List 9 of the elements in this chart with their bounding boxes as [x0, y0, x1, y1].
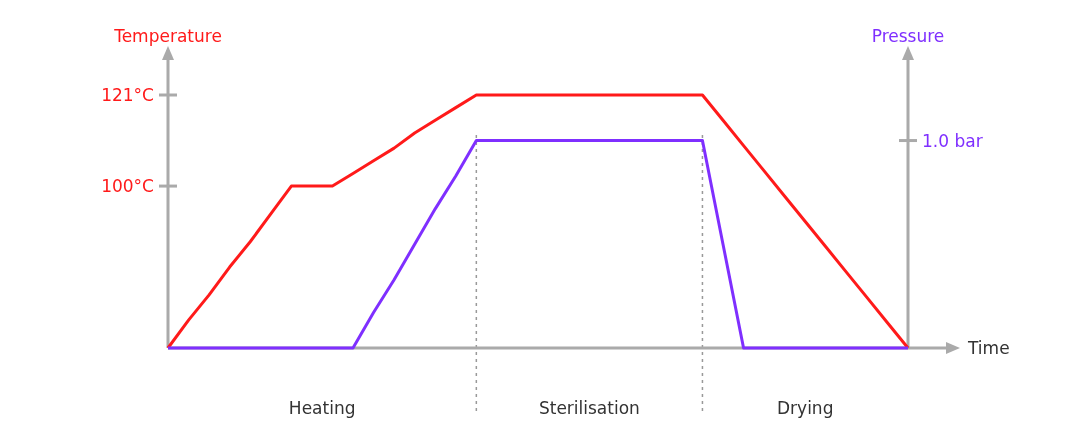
y-axis-title: Temperature [113, 26, 222, 46]
text: 121°C [101, 85, 154, 105]
text: Sterilisation [538, 398, 640, 418]
text: 1.0 bar [922, 130, 983, 151]
text: Drying [777, 398, 834, 418]
text: Heating [288, 398, 356, 418]
text: 100°C [101, 176, 154, 197]
y2-axis-title: Pressure [871, 26, 945, 46]
x-axis-title: Time [967, 338, 1010, 358]
